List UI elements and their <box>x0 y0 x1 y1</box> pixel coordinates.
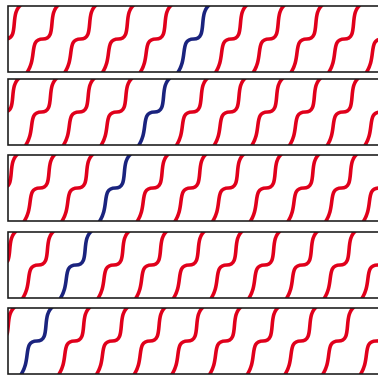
wave-strand <box>322 232 358 298</box>
wave-strand <box>61 79 97 145</box>
wave-strand <box>98 79 135 145</box>
wave-strand <box>282 308 319 374</box>
highlighted-wave-strand <box>19 308 55 374</box>
row-border <box>7 231 378 299</box>
wave-strand <box>213 6 249 72</box>
wave-strand <box>20 232 56 298</box>
wave-strand <box>210 155 246 221</box>
wave-strand <box>326 6 363 72</box>
wave-strand <box>248 155 284 221</box>
wave-strand <box>8 232 19 264</box>
wave-strand <box>95 232 132 298</box>
wave-strand <box>59 155 96 221</box>
wave-strand <box>212 79 248 145</box>
wave-strand <box>8 79 22 113</box>
wave-strand <box>25 6 61 72</box>
wave-strand <box>94 308 130 374</box>
wave-strand <box>172 155 209 221</box>
wave-strand <box>362 110 378 145</box>
highlighted-wave-strand <box>97 155 133 221</box>
wave-strand <box>171 232 207 298</box>
row-border <box>7 154 378 222</box>
wave-strand <box>135 155 171 221</box>
wave-strand <box>8 308 17 338</box>
highlighted-wave-strand <box>175 6 212 72</box>
wave-strand <box>358 338 378 374</box>
wave-strand <box>245 308 281 374</box>
wave-strand <box>359 263 378 298</box>
wave-strand <box>361 186 378 221</box>
wave-row <box>7 78 378 146</box>
wave-strand <box>138 6 174 72</box>
wave-strand <box>62 6 99 72</box>
wave-strand <box>22 155 58 221</box>
wave-rows <box>7 5 378 375</box>
wave-strand <box>288 6 325 72</box>
wave-strand <box>287 79 323 145</box>
highlighted-wave-strand <box>58 232 94 298</box>
wave-strand <box>325 79 361 145</box>
row-border <box>7 307 378 375</box>
wave-strand <box>246 232 283 298</box>
wave-row <box>7 5 378 73</box>
wave-strand <box>8 6 23 41</box>
wave-strand <box>23 79 59 145</box>
wave-strand <box>133 232 170 298</box>
wave-strand <box>285 155 322 221</box>
wave-strand <box>132 308 168 374</box>
highlighted-wave-strand <box>136 79 173 145</box>
row-border <box>7 78 378 146</box>
row-border <box>7 5 378 73</box>
wave-strand <box>284 232 320 298</box>
wave-strand <box>209 232 245 298</box>
wave-strand <box>100 6 136 72</box>
wave-strand <box>249 79 286 145</box>
wave-strand <box>169 308 206 374</box>
wave-strand <box>251 6 287 72</box>
wave-row <box>7 154 378 222</box>
wave-strand <box>174 79 210 145</box>
wave-strand <box>323 155 360 221</box>
wave-row <box>7 231 378 299</box>
wave-strand <box>320 308 357 374</box>
wave-row <box>7 307 378 375</box>
wave-strand <box>364 37 378 72</box>
wave-strand <box>56 308 93 374</box>
wave-strand <box>8 155 20 188</box>
wave-strand <box>207 308 243 374</box>
